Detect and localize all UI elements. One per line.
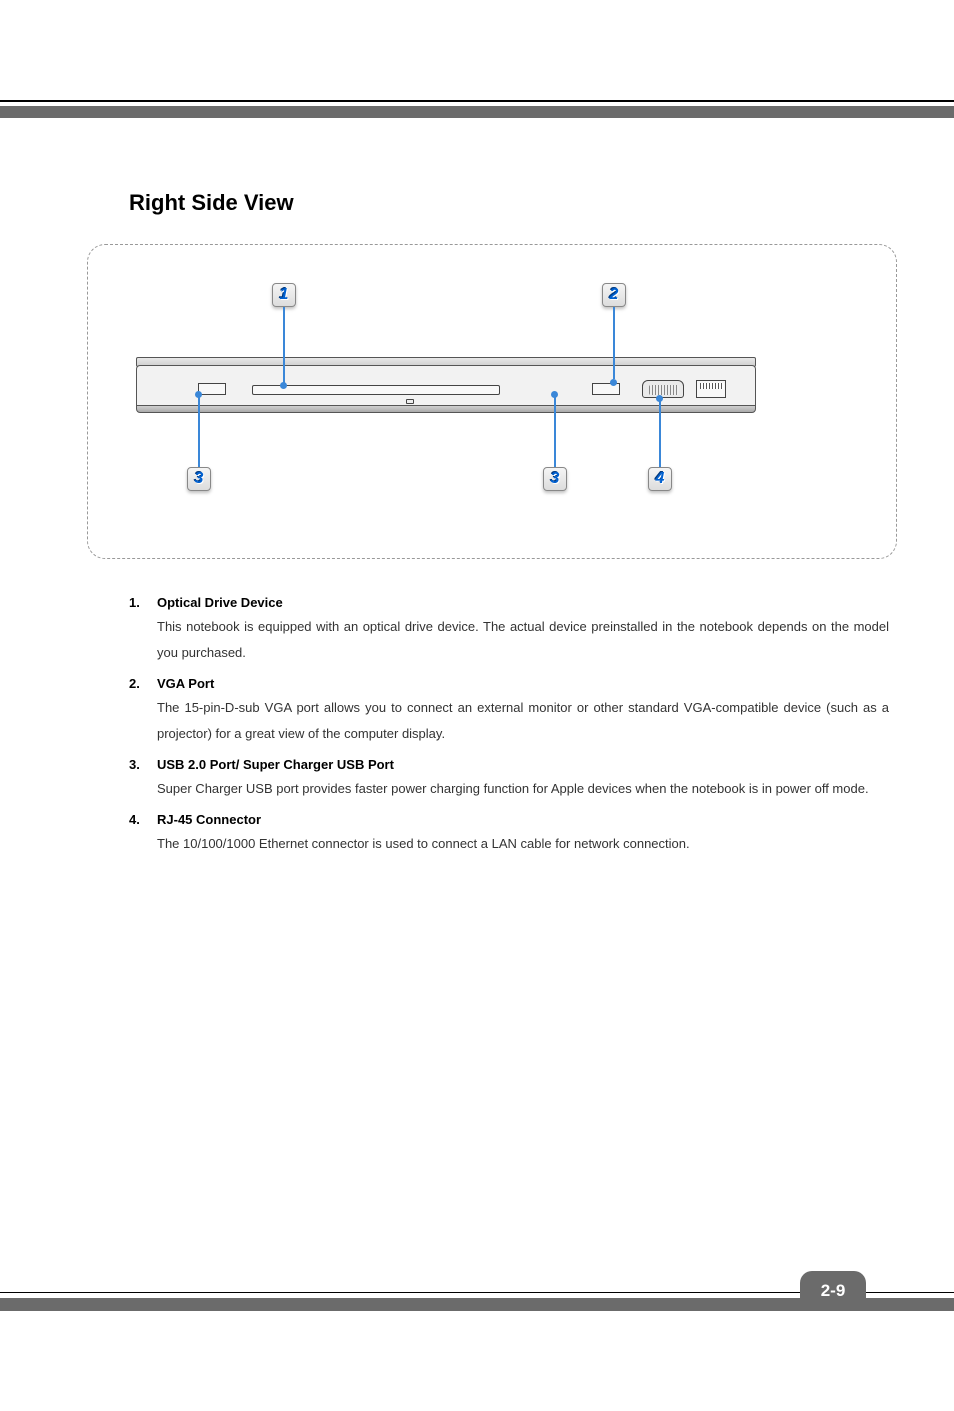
callout-num-4: 4 bbox=[656, 470, 665, 488]
callout-dot-2 bbox=[610, 379, 617, 386]
callout-badge-1: 1 bbox=[272, 283, 296, 307]
item-description: The 10/100/1000 Ethernet connector is us… bbox=[157, 831, 889, 857]
item-title: RJ-45 Connector bbox=[157, 812, 261, 827]
item-description: The 15-pin-D-sub VGA port allows you to … bbox=[157, 695, 889, 747]
optical-drive-slot bbox=[252, 385, 500, 395]
bottom-bar bbox=[0, 1298, 954, 1311]
laptop-base bbox=[136, 405, 756, 413]
item-number: 3. bbox=[129, 757, 157, 772]
item-description: Super Charger USB port provides faster p… bbox=[157, 776, 889, 802]
item-title: USB 2.0 Port/ Super Charger USB Port bbox=[157, 757, 394, 772]
item-list: 1. Optical Drive Device This notebook is… bbox=[129, 595, 889, 857]
callout-line-3-right bbox=[554, 397, 556, 467]
callout-num-2: 2 bbox=[610, 286, 619, 304]
callout-line-3-left bbox=[198, 397, 200, 467]
callout-num-3b: 3 bbox=[551, 470, 560, 488]
callout-num-1: 1 bbox=[280, 286, 289, 304]
vga-pins bbox=[649, 385, 679, 395]
top-rule bbox=[0, 100, 954, 102]
rj45-port bbox=[696, 380, 726, 398]
list-item: 1. Optical Drive Device bbox=[129, 595, 889, 610]
list-item: 2. VGA Port bbox=[129, 676, 889, 691]
diagram-container: 1 2 3 3 4 bbox=[87, 244, 897, 559]
callout-dot-1 bbox=[280, 382, 287, 389]
callout-dot-3-left bbox=[195, 391, 202, 398]
callout-badge-4: 4 bbox=[648, 467, 672, 491]
list-item: 3. USB 2.0 Port/ Super Charger USB Port bbox=[129, 757, 889, 772]
rj45-pins bbox=[700, 383, 724, 389]
list-item: 4. RJ-45 Connector bbox=[129, 812, 889, 827]
section-title: Right Side View bbox=[129, 190, 897, 216]
callout-badge-3-right: 3 bbox=[543, 467, 567, 491]
laptop-diagram bbox=[136, 345, 756, 429]
callout-badge-2: 2 bbox=[602, 283, 626, 307]
callout-line-1 bbox=[283, 307, 285, 383]
callout-num-3a: 3 bbox=[195, 470, 204, 488]
item-number: 1. bbox=[129, 595, 157, 610]
callout-dot-3-right bbox=[551, 391, 558, 398]
item-title: VGA Port bbox=[157, 676, 214, 691]
callout-line-4 bbox=[659, 401, 661, 467]
top-bar bbox=[0, 106, 954, 118]
callout-badge-3-left: 3 bbox=[187, 467, 211, 491]
item-title: Optical Drive Device bbox=[157, 595, 283, 610]
callout-line-2 bbox=[613, 307, 615, 379]
item-description: This notebook is equipped with an optica… bbox=[157, 614, 889, 666]
usb-port-left bbox=[198, 383, 226, 395]
page-content: Right Side View 1 2 3 3 4 1. bbox=[87, 190, 897, 867]
vga-port bbox=[642, 380, 684, 398]
callout-dot-4 bbox=[656, 395, 663, 402]
item-number: 2. bbox=[129, 676, 157, 691]
item-number: 4. bbox=[129, 812, 157, 827]
optical-eject-hole bbox=[406, 399, 414, 404]
